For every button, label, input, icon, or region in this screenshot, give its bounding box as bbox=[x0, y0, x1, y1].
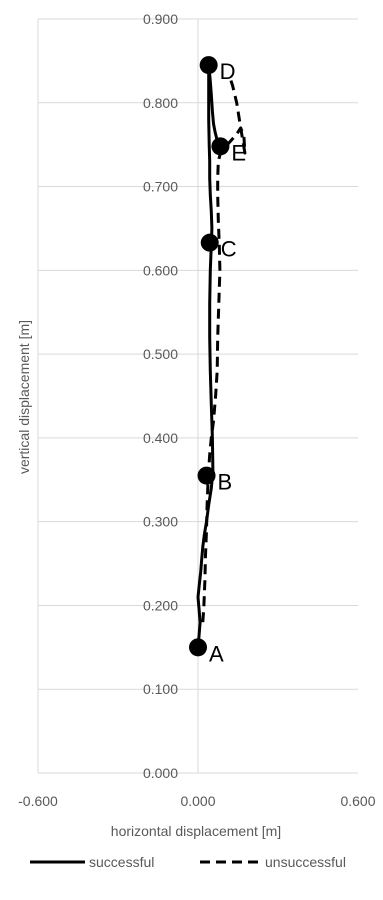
x-axis-title: horizontal displacement [m] bbox=[111, 823, 281, 839]
x-tick-label: -0.600 bbox=[18, 793, 58, 809]
y-axis-title: vertical displacement [m] bbox=[16, 320, 32, 474]
x-tick-label: 0.600 bbox=[340, 793, 375, 809]
y-tick-label: 0.400 bbox=[143, 430, 178, 446]
y-tick-label: 0.100 bbox=[143, 681, 178, 697]
y-tick-label: 0.200 bbox=[143, 597, 178, 613]
x-tick-label: 0.000 bbox=[180, 793, 215, 809]
point-label-B: B bbox=[218, 470, 233, 495]
x-tick-labels: -0.600 0.000 0.600 bbox=[18, 793, 376, 809]
y-tick-label: 0.500 bbox=[143, 346, 178, 362]
y-tick-label: 0.300 bbox=[143, 514, 178, 530]
y-tick-label: 0.700 bbox=[143, 179, 178, 195]
point-label-E: E bbox=[231, 140, 246, 165]
series-line-unsuccessful bbox=[201, 75, 247, 623]
point-E bbox=[211, 137, 230, 156]
y-tick-label: 0.900 bbox=[143, 11, 178, 27]
y-tick-labels: 0.000 0.100 0.200 0.300 0.400 0.500 0.600 0.700… bbox=[143, 11, 178, 781]
series-line-successful bbox=[196, 63, 222, 648]
y-tick-label: 0.600 bbox=[143, 262, 178, 278]
legend: successful unsuccessful bbox=[30, 854, 346, 870]
point-D bbox=[199, 56, 218, 75]
point-B bbox=[197, 466, 216, 485]
legend-label-successful: successful bbox=[89, 854, 154, 870]
point-A bbox=[189, 638, 207, 657]
legend-label-unsuccessful: unsuccessful bbox=[265, 854, 346, 870]
y-gridlines bbox=[37, 18, 358, 774]
point-label-A: A bbox=[209, 641, 224, 666]
point-label-D: D bbox=[220, 59, 236, 84]
y-tick-label: 0.000 bbox=[143, 765, 178, 781]
series-layer bbox=[196, 63, 247, 648]
point-label-C: C bbox=[221, 237, 237, 262]
y-tick-label: 0.800 bbox=[143, 95, 178, 111]
points-layer: A B C D E bbox=[189, 56, 246, 666]
point-C bbox=[200, 233, 219, 252]
